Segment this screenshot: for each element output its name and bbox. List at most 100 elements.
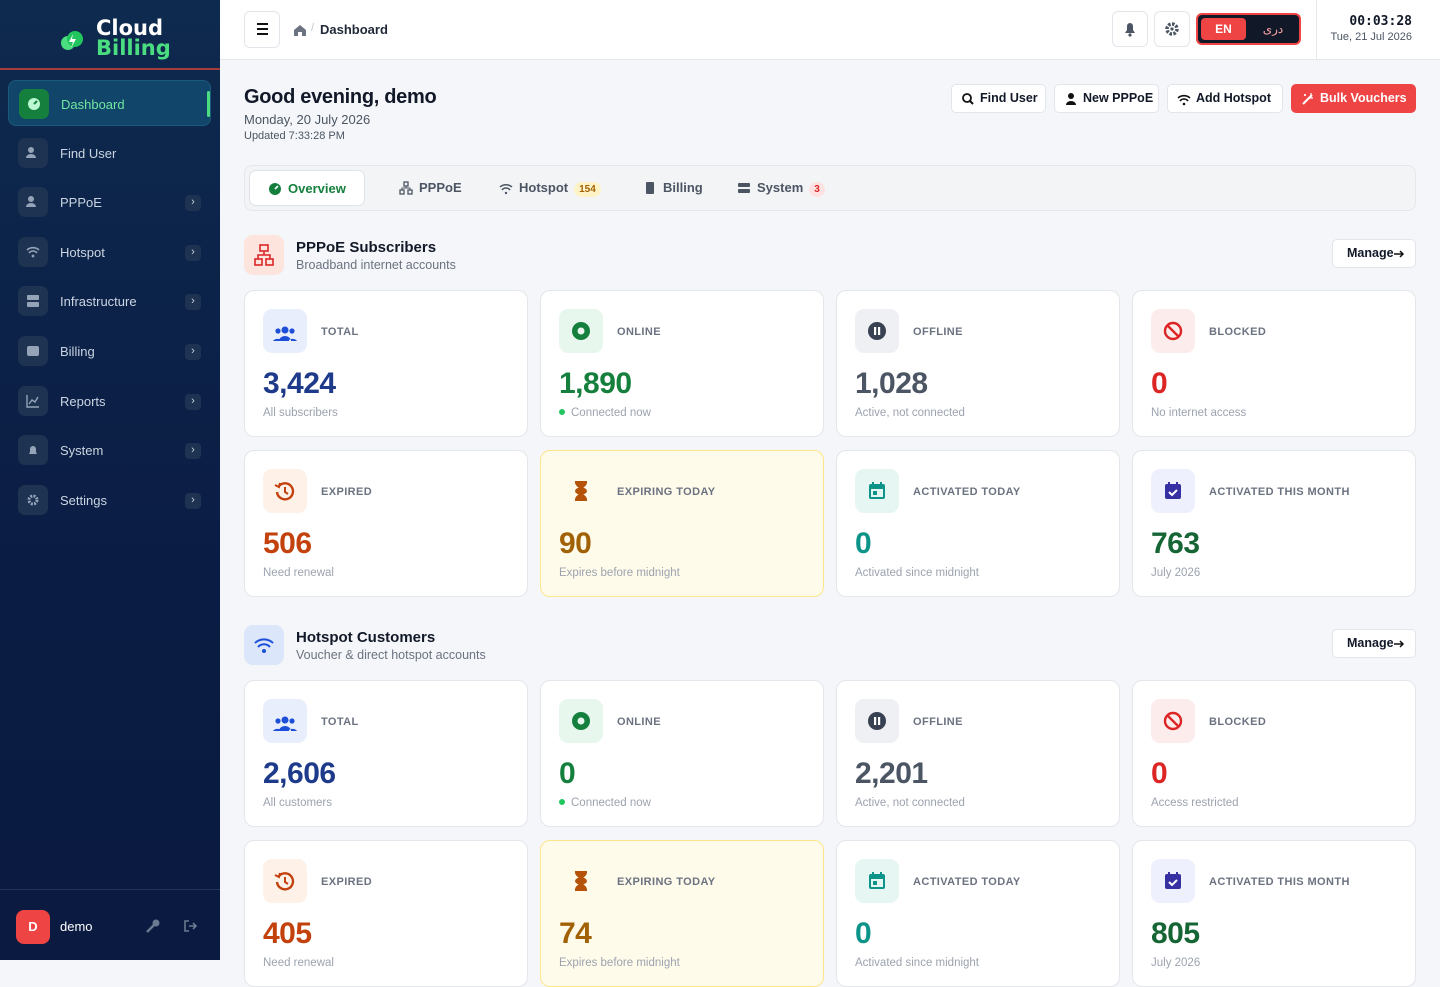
- divider: [0, 68, 220, 70]
- stat-card: EXPIRED 405 Need renewal: [244, 840, 528, 987]
- stat-note: Need renewal: [263, 957, 334, 969]
- stat-note: Need renewal: [263, 567, 334, 579]
- nav-item[interactable]: Dashboard: [8, 80, 211, 126]
- stat-value: 405: [263, 917, 312, 950]
- stat-icon: [1151, 309, 1195, 353]
- logout-icon[interactable]: [183, 919, 197, 933]
- icon: [499, 183, 513, 195]
- stat-card: ACTIVATED THIS MONTH 805 July 2026: [1132, 840, 1416, 987]
- icon: [1163, 711, 1183, 731]
- tab-label: Overview: [288, 181, 346, 196]
- section-subtitle: Voucher & direct hotspot accounts: [296, 648, 486, 662]
- icon: [27, 346, 39, 356]
- stat-note: All subscribers: [263, 407, 338, 419]
- stat-note: Expires before midnight: [559, 567, 680, 579]
- nav-item[interactable]: Billing ›: [8, 328, 211, 374]
- stat-card: EXPIRING TODAY 90 Expires before midnight: [540, 450, 824, 597]
- action-button[interactable]: Add Hotspot: [1167, 84, 1283, 113]
- sidebar: Cloud Billing Dashboard Find User PPPoE › Ho…: [0, 0, 220, 960]
- stat-icon: [855, 309, 899, 353]
- stat-icon: [263, 699, 307, 743]
- stat-card: EXPIRED 506 Need renewal: [244, 450, 528, 597]
- stat-label: ACTIVATED THIS MONTH: [1209, 876, 1350, 888]
- tab[interactable]: Billing: [625, 170, 703, 206]
- stat-note: Active, not connected: [855, 797, 965, 809]
- stat-label: ONLINE: [617, 716, 661, 728]
- stat-note-text: Active, not connected: [855, 407, 965, 419]
- menu-button[interactable]: [244, 11, 280, 48]
- chevron: ›: [185, 244, 201, 261]
- breadcrumb-sep: /: [311, 22, 315, 34]
- logo: [61, 31, 83, 50]
- stat-label: EXPIRING TODAY: [617, 486, 716, 498]
- tab[interactable]: Overview: [249, 170, 365, 206]
- action-button[interactable]: New PPPoE: [1054, 84, 1159, 113]
- section-subtitle: Broadband internet accounts: [296, 258, 456, 272]
- nav-item[interactable]: Find User: [8, 130, 211, 176]
- stat-label: TOTAL: [321, 716, 359, 728]
- tab[interactable]: System 3: [719, 170, 829, 206]
- icon: [26, 246, 40, 258]
- action-button[interactable]: Find User: [951, 84, 1046, 113]
- stat-card: TOTAL 2,606 All customers: [244, 680, 528, 827]
- icon: [962, 93, 974, 105]
- section-header: PPPoE Subscribers Broadband internet acco…: [244, 235, 1416, 279]
- section-header: Hotspot Customers Voucher & direct hotspo…: [244, 625, 1416, 669]
- manage-button[interactable]: Manage: [1332, 629, 1416, 658]
- stat-label: ONLINE: [617, 326, 661, 338]
- stat-value: 1,890: [559, 367, 632, 400]
- nav-item[interactable]: Reports ›: [8, 378, 211, 424]
- tab-bar: Overview PPPoE Hotspot 154 Billing System 3: [244, 165, 1416, 211]
- language-toggle: EN دری: [1196, 13, 1301, 45]
- nav-label: PPPoE: [60, 195, 102, 211]
- stat-icon: [1151, 699, 1195, 743]
- lang-en[interactable]: EN: [1201, 18, 1246, 40]
- icon: [274, 872, 295, 891]
- settings-button[interactable]: [1154, 11, 1190, 47]
- nav-item[interactable]: System ›: [8, 427, 211, 473]
- nav-icon: [18, 187, 48, 218]
- notifications-button[interactable]: [1112, 11, 1148, 47]
- stat-note: Connected now: [559, 407, 651, 419]
- stat-note-text: Activated since midnight: [855, 957, 980, 969]
- stat-label: EXPIRING TODAY: [617, 876, 716, 888]
- chevron: ›: [185, 492, 201, 509]
- chevron: ›: [185, 344, 201, 360]
- active-indicator: [207, 91, 210, 117]
- tab[interactable]: PPPoE: [381, 170, 462, 206]
- nav-label: Billing: [60, 344, 95, 359]
- stat-note-text: July 2026: [1151, 567, 1201, 579]
- manage-button[interactable]: Manage: [1332, 239, 1416, 268]
- user-footer: D demo: [0, 889, 220, 960]
- brand-text: Billing: [96, 36, 171, 60]
- key-icon[interactable]: [146, 919, 160, 933]
- stat-card: ACTIVATED THIS MONTH 763 July 2026: [1132, 450, 1416, 597]
- nav-item[interactable]: Settings ›: [8, 477, 211, 523]
- chevron: ›: [185, 443, 201, 460]
- action-button[interactable]: Bulk Vouchers: [1291, 84, 1416, 113]
- stat-label: EXPIRED: [321, 876, 373, 888]
- stat-value: 2,606: [263, 757, 336, 790]
- stat-icon: [559, 469, 603, 513]
- stat-icon: [855, 699, 899, 743]
- icon: [26, 394, 39, 408]
- icon: [28, 98, 40, 110]
- stat-note-text: Connected now: [571, 407, 651, 419]
- nav-item[interactable]: Hotspot ›: [8, 229, 211, 275]
- section-icon: [244, 625, 284, 665]
- stat-card: ONLINE 1,890 Connected now: [540, 290, 824, 437]
- stat-label: ACTIVATED TODAY: [913, 876, 1021, 888]
- brand-text: Cloud: [96, 16, 164, 40]
- nav-item[interactable]: PPPoE ›: [8, 179, 211, 225]
- stat-note: July 2026: [1151, 567, 1200, 579]
- stat-note-text: Need renewal: [263, 957, 334, 969]
- nav-item[interactable]: Infrastructure ›: [8, 278, 211, 324]
- nav-label: Reports: [60, 393, 106, 409]
- tab[interactable]: Hotspot 154: [481, 170, 603, 206]
- tab-label: Hotspot: [519, 180, 569, 195]
- icon: [868, 712, 886, 730]
- lang-dari[interactable]: دری: [1262, 22, 1284, 36]
- icon: [254, 638, 274, 653]
- section-title: PPPoE Subscribers: [296, 239, 437, 256]
